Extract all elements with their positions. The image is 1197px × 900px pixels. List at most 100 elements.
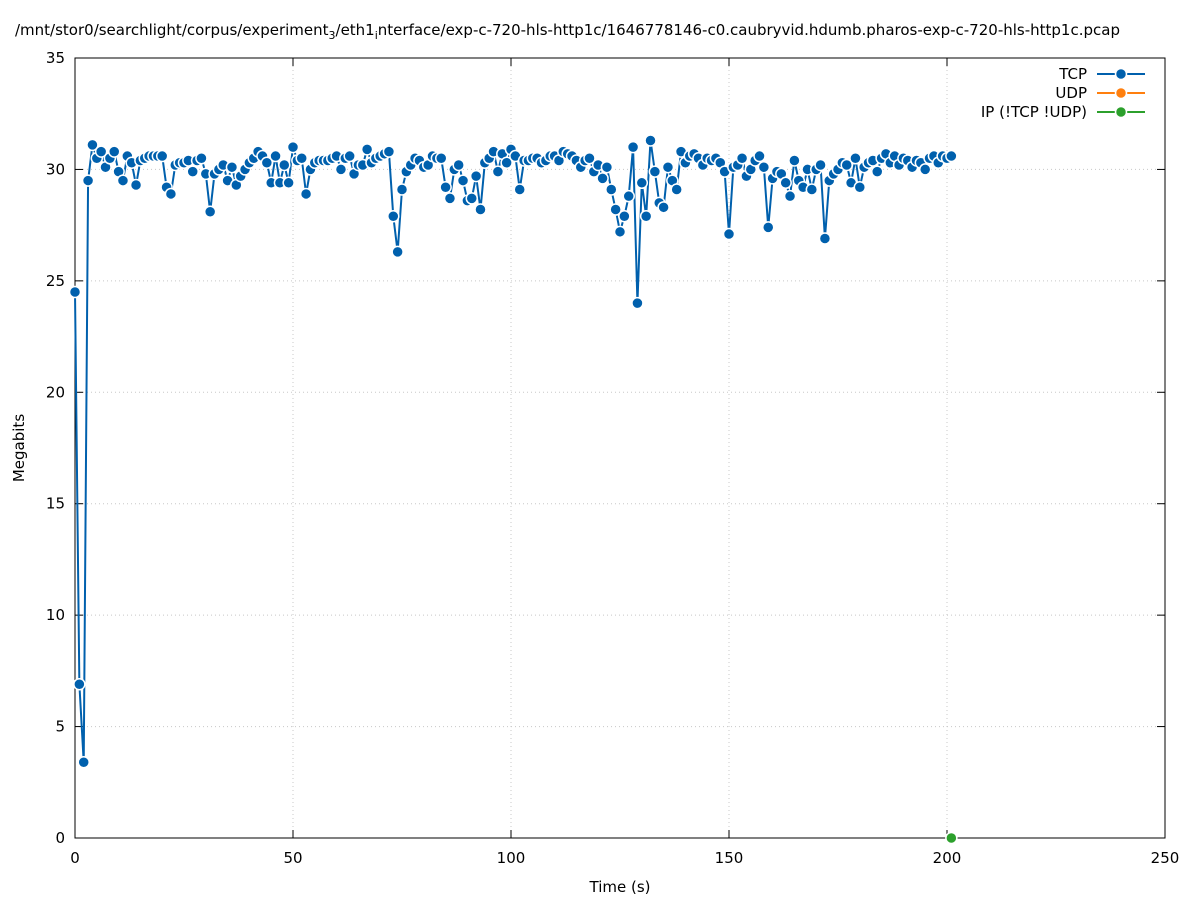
x-tick-label: 250: [1151, 849, 1180, 867]
data-point: [186, 165, 199, 178]
data-point: [945, 149, 958, 163]
data-point: [753, 149, 766, 163]
data-point: [395, 183, 409, 196]
data-point: [870, 165, 884, 178]
data-point: [670, 183, 683, 196]
y-tick-label: 25: [46, 272, 65, 290]
data-point: [596, 172, 609, 185]
series-line: [74, 140, 952, 763]
data-point: [644, 134, 657, 147]
y-tick-label: 15: [46, 495, 65, 513]
data-point: [203, 205, 217, 219]
data-point: [260, 156, 274, 169]
data-point: [107, 145, 121, 158]
title-subscript: 3: [329, 29, 336, 42]
y-axis-label: Megabits: [10, 414, 28, 482]
data-point: [805, 183, 819, 196]
data-point: [129, 178, 143, 192]
data-point: [639, 209, 653, 223]
data-point: [469, 169, 483, 183]
legend-label: TCP: [1058, 65, 1087, 83]
x-tick-label: 200: [933, 849, 962, 867]
data-point: [757, 160, 771, 174]
data-point: [81, 174, 95, 187]
data-point: [73, 677, 86, 691]
data-point: [626, 140, 640, 154]
plot-border: [74, 57, 1166, 839]
data-point: [286, 140, 300, 154]
title-part: nterface/exp-c-720-hls-http1c/1646778146…: [378, 21, 1120, 39]
legend-marker: [1114, 105, 1128, 119]
data-point: [818, 232, 832, 245]
legend-label: UDP: [1055, 84, 1087, 102]
data-point: [622, 189, 635, 203]
x-tick-label: 150: [715, 849, 744, 867]
data-point: [779, 176, 792, 190]
data-point: [631, 296, 644, 310]
x-tick-label: 50: [283, 849, 302, 867]
data-point: [853, 181, 867, 194]
x-axis-label: Time (s): [589, 878, 651, 896]
title-part: /eth1: [336, 21, 375, 39]
x-tick-label: 0: [70, 849, 80, 867]
y-tick-label: 30: [46, 160, 65, 178]
data-point: [657, 201, 670, 214]
data-point: [648, 165, 662, 178]
title-part: /mnt/stor0/searchlight/corpus/experiment: [15, 21, 329, 39]
data-point: [278, 158, 291, 172]
data-point: [465, 192, 479, 205]
data-point: [382, 145, 396, 158]
data-point: [269, 149, 282, 163]
data-point: [945, 831, 958, 845]
data-point: [116, 174, 130, 187]
data-point: [391, 245, 404, 259]
data-point: [722, 227, 736, 241]
legend-marker: [1114, 67, 1128, 81]
data-point: [360, 143, 374, 156]
data-point: [77, 755, 90, 769]
legend-marker: [1114, 86, 1128, 100]
data-point: [761, 221, 775, 234]
data-point: [840, 158, 853, 172]
data-point: [155, 149, 169, 163]
y-tick-label: 5: [55, 718, 65, 736]
data-point: [635, 176, 649, 190]
data-point: [434, 152, 448, 165]
data-point: [295, 152, 308, 165]
data-point: [387, 209, 400, 223]
y-tick-label: 0: [55, 829, 65, 847]
data-point: [164, 187, 178, 201]
data-point: [334, 163, 348, 176]
data-point: [788, 154, 801, 167]
data-point: [618, 209, 631, 223]
data-point: [94, 145, 108, 158]
data-point: [439, 181, 452, 194]
data-point: [443, 192, 457, 205]
title-subscript: i: [375, 29, 378, 42]
data-point: [605, 183, 618, 196]
x-tick-label: 100: [497, 849, 526, 867]
data-point: [299, 187, 313, 201]
data-point: [849, 152, 862, 165]
data-point: [68, 285, 82, 299]
data-point: [474, 203, 487, 216]
data-point: [661, 160, 675, 174]
data-point: [456, 174, 470, 187]
data-point: [783, 189, 797, 203]
y-tick-label: 20: [46, 383, 65, 401]
chart-title: /mnt/stor0/searchlight/corpus/experiment…: [15, 21, 1120, 42]
data-point: [195, 152, 208, 165]
legend-label: IP (!TCP !UDP): [981, 103, 1087, 121]
data-point: [735, 152, 749, 165]
data-point: [814, 158, 827, 172]
data-point: [491, 165, 505, 178]
data-point: [500, 156, 513, 169]
data-point: [609, 203, 622, 216]
data-point: [343, 149, 356, 163]
data-point: [225, 160, 239, 174]
y-tick-label: 10: [46, 606, 65, 624]
data-point: [452, 158, 465, 172]
data-point: [613, 225, 627, 239]
data-point: [513, 183, 526, 196]
